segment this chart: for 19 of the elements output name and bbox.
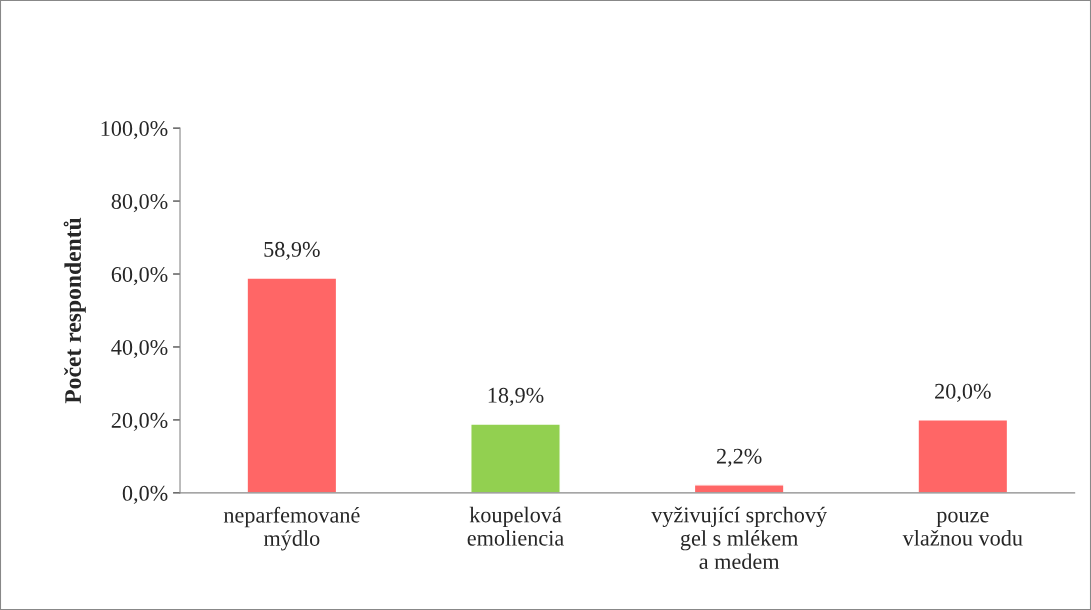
y-tick-label: 40,0% — [111, 339, 168, 359]
bar — [470, 423, 561, 493]
x-tick-label: vyživující sprchový gel s mlékem a medem — [651, 506, 828, 570]
y-tick-label: 20,0% — [111, 412, 168, 432]
data-label: 18,9% — [488, 387, 544, 406]
y-tick-label: 100,0% — [101, 121, 168, 140]
y-axis-title: Počet respondentů — [63, 217, 86, 404]
data-label: 2,2% — [716, 448, 762, 467]
y-tick-label: 60,0% — [111, 266, 168, 286]
x-tick-label: neparfemované mýdlo — [223, 506, 360, 551]
y-tick-label: 80,0% — [111, 193, 168, 213]
y-tick-label: 0,0% — [122, 485, 168, 505]
bar — [917, 419, 1009, 493]
bar — [246, 277, 338, 493]
data-label: 20,0% — [935, 383, 991, 402]
x-tick-label: koupelová emoliencia — [467, 506, 564, 546]
x-tick-label: pouze vlažnou vodu — [902, 511, 1023, 546]
data-label: 58,9% — [264, 241, 320, 261]
bar — [693, 484, 785, 493]
